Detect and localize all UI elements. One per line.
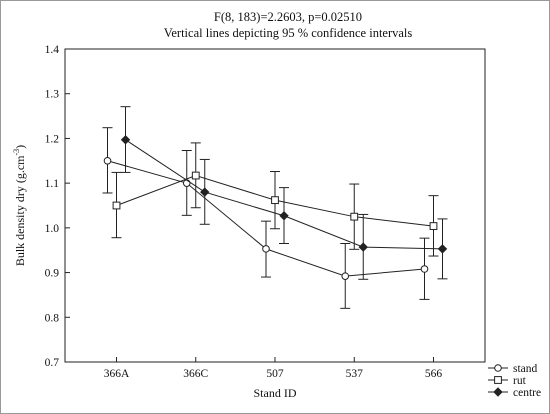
legend-marker bbox=[494, 376, 502, 384]
y-tick-label: 1.1 bbox=[45, 178, 60, 190]
data-point bbox=[120, 135, 131, 145]
data-point bbox=[271, 196, 279, 205]
legend-marker bbox=[494, 364, 502, 372]
legend-marker bbox=[493, 387, 503, 397]
x-tick-label: 507 bbox=[266, 368, 284, 380]
x-axis-label: Stand ID bbox=[254, 386, 297, 400]
y-tick-label: 0.9 bbox=[45, 268, 60, 280]
y-axis-label-tail: ) bbox=[13, 145, 27, 149]
x-tick-label: 566 bbox=[425, 368, 443, 380]
data-point bbox=[103, 156, 112, 165]
data-point bbox=[437, 244, 448, 254]
series-centre bbox=[120, 106, 448, 280]
chart-title: F(8, 183)=2.2603, p=0.02510 bbox=[214, 10, 362, 24]
y-tick-label: 1.3 bbox=[45, 89, 60, 101]
chart-subtitle: Vertical lines depicting 95 % confidence… bbox=[164, 26, 413, 40]
y-axis-label: Bulk density dry (g.cm-3) bbox=[12, 145, 27, 266]
legend-label: stand bbox=[513, 363, 538, 375]
y-axis-label-main: Bulk density dry (g.cm bbox=[13, 155, 27, 266]
data-point bbox=[341, 272, 350, 280]
data-point bbox=[358, 242, 368, 252]
series-rut bbox=[111, 142, 439, 257]
data-point bbox=[279, 211, 289, 221]
y-tick-label: 1.4 bbox=[45, 44, 60, 56]
data-point bbox=[200, 187, 210, 197]
y-axis: 0.7 0.8 0.9 1.0 1.1 1.2 1.3 1.4 bbox=[45, 44, 70, 369]
series-stand bbox=[102, 127, 430, 309]
legend-label: centre bbox=[513, 387, 541, 399]
y-axis-label-sup: -3 bbox=[12, 149, 21, 156]
y-tick-label: 1.0 bbox=[45, 223, 60, 235]
y-tick-label: 0.8 bbox=[45, 312, 60, 324]
y-tick-label: 0.7 bbox=[45, 357, 60, 369]
x-axis: 366A 366C 507 537 566 bbox=[104, 357, 443, 380]
data-point bbox=[420, 265, 429, 273]
data-point bbox=[112, 201, 121, 210]
data-point bbox=[191, 171, 200, 180]
legend-label: rut bbox=[513, 375, 527, 387]
x-tick-label: 366A bbox=[104, 368, 130, 380]
y-tick-label: 1.2 bbox=[45, 133, 60, 145]
data-point bbox=[262, 245, 270, 253]
x-tick-label: 537 bbox=[346, 368, 364, 380]
data-point bbox=[429, 222, 438, 230]
x-tick-label: 366C bbox=[183, 368, 208, 380]
data-point bbox=[182, 179, 191, 187]
data-point bbox=[350, 212, 359, 221]
series-layer bbox=[102, 106, 448, 309]
